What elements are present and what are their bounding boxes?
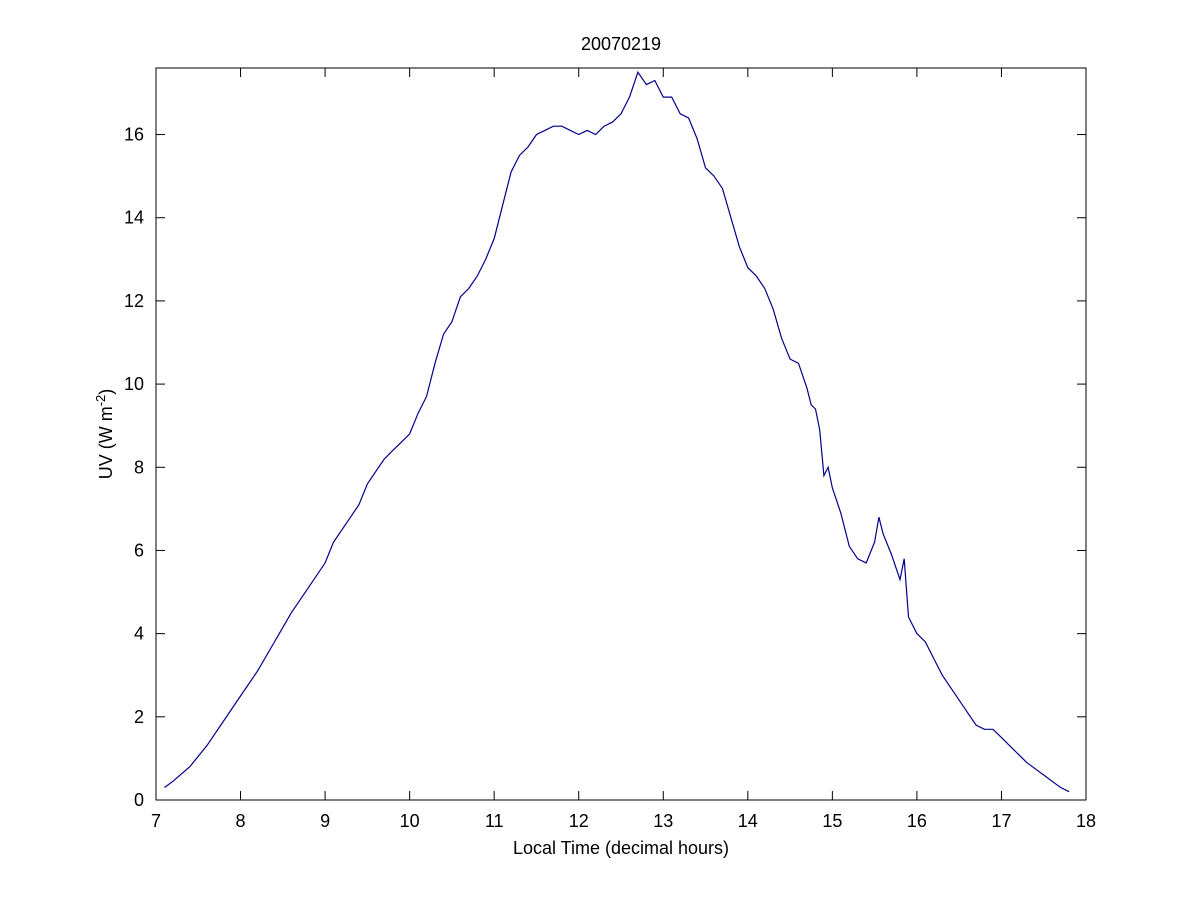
x-tick-label: 9 [320, 811, 330, 831]
y-tick-label: 10 [124, 374, 144, 394]
x-tick-labels: 7 8 9 10 11 12 13 14 15 16 17 18 [151, 811, 1096, 831]
y-tick-label: 4 [134, 624, 144, 644]
y-tick-label: 14 [124, 208, 144, 228]
y-tick-label: 0 [134, 790, 144, 810]
y-tick-label: 2 [134, 707, 144, 727]
x-tick-label: 14 [738, 811, 758, 831]
plot-frame [155, 67, 1087, 801]
y-tick-label: 6 [134, 540, 144, 560]
y-axis-title: UV (W m-2) [93, 389, 117, 480]
y-axis-title-main: UV (W m [96, 406, 116, 479]
y-tick-labels: 0 2 4 6 8 10 12 14 16 [124, 125, 144, 810]
x-tick-label: 10 [400, 811, 420, 831]
x-axis-title: Local Time (decimal hours) [513, 838, 729, 858]
x-tick-label: 17 [991, 811, 1011, 831]
x-tick-label: 15 [822, 811, 842, 831]
x-tick-label: 18 [1076, 811, 1096, 831]
y-tick-label: 12 [124, 291, 144, 311]
y-axis-title-close: ) [96, 389, 116, 395]
x-tick-label: 13 [653, 811, 673, 831]
y-tick-label: 8 [134, 457, 144, 477]
y-tick-label: 16 [124, 125, 144, 145]
x-tick-label: 7 [151, 811, 161, 831]
chart-title: 20070219 [581, 34, 661, 54]
x-tick-label: 8 [236, 811, 246, 831]
uv-series-line [164, 70, 1070, 793]
x-tick-label: 16 [907, 811, 927, 831]
x-tick-label: 11 [485, 811, 504, 831]
y-axis-title-superscript: -2 [93, 395, 108, 407]
x-tick-label: 12 [569, 811, 589, 831]
